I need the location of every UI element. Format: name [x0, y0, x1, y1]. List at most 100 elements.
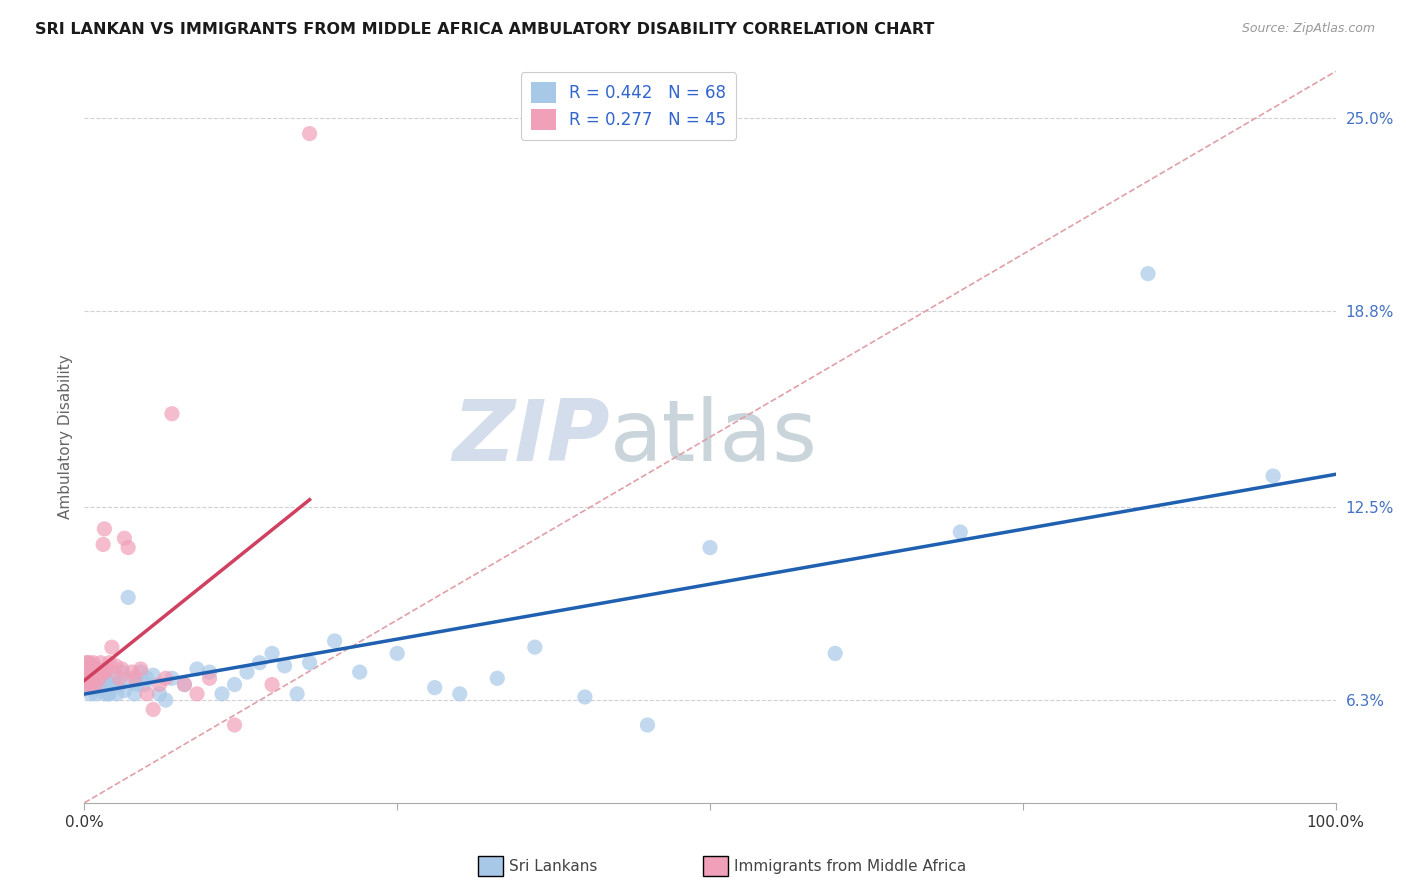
- Point: [98, 656, 121, 670]
- Text: ZIP: ZIP: [453, 395, 610, 479]
- Point: [186, 662, 208, 676]
- Point: [96, 677, 118, 691]
- Point: [84, 677, 107, 691]
- Point: [101, 677, 124, 691]
- Point: [211, 687, 233, 701]
- Point: [82, 671, 104, 685]
- Point: [79, 674, 101, 689]
- Point: [104, 658, 127, 673]
- Point: [111, 662, 134, 676]
- Point: [117, 591, 139, 605]
- Text: SRI LANKAN VS IMMIGRANTS FROM MIDDLE AFRICA AMBULATORY DISABILITY CORRELATION CH: SRI LANKAN VS IMMIGRANTS FROM MIDDLE AFR…: [35, 22, 935, 37]
- Point: [93, 687, 115, 701]
- Point: [173, 677, 195, 691]
- Point: [82, 681, 104, 695]
- Point: [86, 662, 108, 676]
- Point: [523, 640, 546, 655]
- Point: [285, 687, 308, 701]
- Point: [198, 665, 221, 679]
- Point: [349, 665, 371, 679]
- Text: Sri Lankans: Sri Lankans: [509, 859, 598, 873]
- Point: [80, 658, 103, 673]
- Point: [449, 687, 471, 701]
- Point: [160, 671, 183, 685]
- Point: [77, 674, 100, 689]
- Point: [142, 668, 165, 682]
- Point: [79, 665, 101, 679]
- Point: [108, 677, 131, 691]
- Point: [90, 665, 112, 679]
- Point: [824, 647, 846, 661]
- Point: [97, 687, 120, 701]
- Point: [108, 671, 131, 685]
- Point: [83, 662, 105, 676]
- Point: [93, 522, 115, 536]
- Point: [90, 681, 112, 695]
- Text: Immigrants from Middle Africa: Immigrants from Middle Africa: [734, 859, 966, 873]
- Point: [117, 541, 139, 555]
- Point: [89, 671, 111, 685]
- Point: [1263, 469, 1285, 483]
- Point: [77, 665, 100, 679]
- Point: [949, 524, 972, 539]
- Point: [82, 671, 104, 685]
- Point: [90, 656, 112, 670]
- Point: [142, 702, 165, 716]
- Point: [98, 687, 121, 701]
- Point: [111, 665, 134, 679]
- Point: [112, 683, 135, 698]
- Point: [77, 671, 100, 685]
- Point: [75, 665, 97, 679]
- Point: [87, 677, 110, 691]
- Point: [574, 690, 596, 704]
- Point: [160, 407, 183, 421]
- Point: [90, 665, 112, 679]
- Point: [91, 677, 114, 691]
- Point: [186, 687, 208, 701]
- Point: [76, 677, 98, 691]
- Point: [79, 677, 101, 691]
- Point: [1136, 267, 1159, 281]
- Point: [155, 693, 177, 707]
- Y-axis label: Ambulatory Disability: Ambulatory Disability: [58, 355, 73, 519]
- Point: [96, 662, 118, 676]
- Point: [94, 671, 117, 685]
- Point: [198, 671, 221, 685]
- Point: [486, 671, 509, 685]
- Point: [273, 658, 295, 673]
- Point: [80, 677, 103, 691]
- Point: [173, 677, 195, 691]
- Text: Source: ZipAtlas.com: Source: ZipAtlas.com: [1241, 22, 1375, 36]
- Point: [94, 665, 117, 679]
- Point: [236, 665, 259, 679]
- Point: [80, 665, 103, 679]
- Point: [224, 718, 246, 732]
- Text: atlas: atlas: [610, 395, 818, 479]
- Point: [121, 665, 143, 679]
- Point: [323, 634, 346, 648]
- Point: [249, 656, 271, 670]
- Point: [129, 665, 152, 679]
- Point: [155, 671, 177, 685]
- Point: [105, 687, 128, 701]
- Point: [121, 671, 143, 685]
- Point: [298, 127, 321, 141]
- Point: [84, 687, 107, 701]
- Point: [77, 677, 100, 691]
- Point: [136, 687, 159, 701]
- Point: [699, 541, 721, 555]
- Point: [89, 674, 111, 689]
- Point: [79, 656, 101, 670]
- Point: [101, 640, 124, 655]
- Point: [423, 681, 446, 695]
- Point: [87, 665, 110, 679]
- Point: [76, 656, 98, 670]
- Point: [224, 677, 246, 691]
- Point: [83, 665, 105, 679]
- Point: [75, 665, 97, 679]
- Legend: R = 0.442   N = 68, R = 0.277   N = 45: R = 0.442 N = 68, R = 0.277 N = 45: [522, 72, 737, 140]
- Point: [129, 662, 152, 676]
- Point: [637, 718, 659, 732]
- Point: [124, 671, 146, 685]
- Point: [79, 677, 101, 691]
